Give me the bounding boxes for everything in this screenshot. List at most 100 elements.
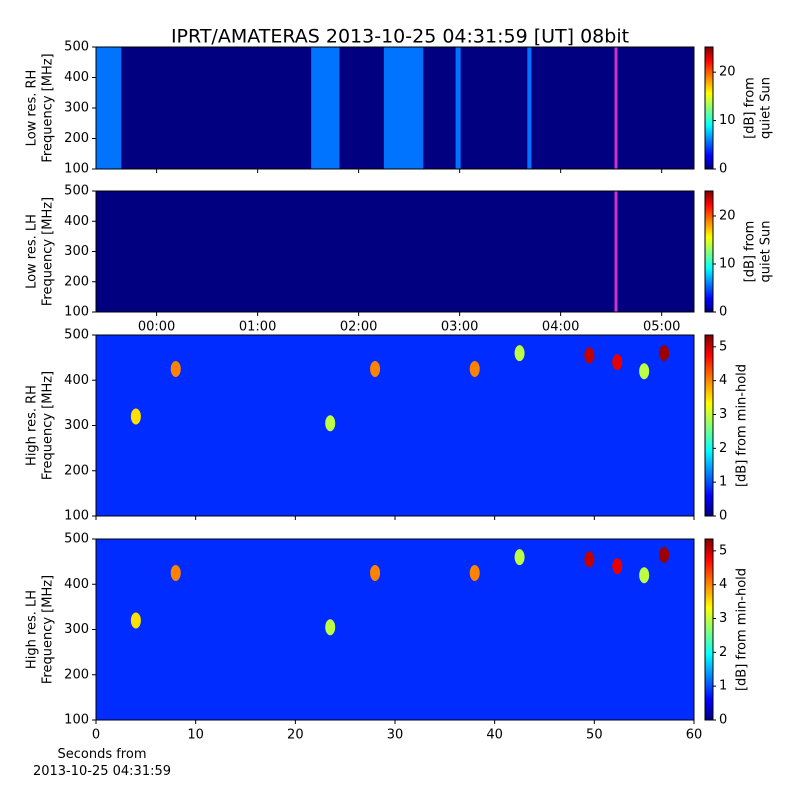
colorbar [704, 46, 714, 170]
colorbar-tick-label: 0 [719, 713, 727, 728]
data-segment [96, 47, 122, 169]
label-line: 2013-10-25 04:31:59 [32, 764, 172, 779]
hot-spot [325, 415, 336, 432]
y-tick-label: 100 [64, 713, 89, 728]
colorbar-label: [dB] from [743, 77, 758, 139]
colorbar-tick-label: 2 [719, 441, 727, 456]
y-axis-label: Frequency [MHz] [41, 197, 56, 306]
colorbar-tick-label: 20 [719, 208, 736, 223]
colorbar-tick-label: 0 [719, 305, 727, 320]
hot-spot [170, 360, 181, 377]
colorbar [704, 190, 714, 313]
y-tick-label: 200 [64, 274, 89, 289]
data-segment [311, 47, 340, 169]
x-tick-label: 05:00 [643, 320, 680, 335]
y-tick-label: 300 [64, 101, 89, 116]
hot-spot [612, 558, 623, 575]
x-axis-label: Seconds from 2013-10-25 04:31:59 [22, 746, 182, 780]
time-window [614, 191, 618, 312]
hot-spot [370, 360, 381, 377]
y-tick-label: 200 [64, 667, 89, 682]
hot-spot [469, 564, 480, 581]
colorbar-tick-label: 0 [719, 162, 727, 177]
x-tick-label: 00:00 [138, 320, 175, 335]
hot-spot [325, 619, 336, 636]
hot-spot [612, 354, 623, 371]
time-window [614, 47, 618, 169]
x-tick-label: 03:00 [441, 320, 478, 335]
hot-spot [514, 549, 525, 566]
x-tick-label: 10 [187, 728, 204, 743]
colorbar-tick-label: 10 [719, 113, 736, 128]
colorbar-tick-label: 0 [719, 509, 727, 524]
hot-spot [170, 564, 181, 581]
y-tick-label: 400 [64, 577, 89, 592]
x-tick-label: 0 [92, 728, 100, 743]
y-axis-label: Frequency [MHz] [41, 53, 56, 162]
x-tick-label: 04:00 [542, 320, 579, 335]
hot-spot [130, 612, 141, 629]
hot-spot [130, 408, 141, 425]
y-tick-label: 500 [64, 532, 89, 547]
x-tick-label: 02:00 [340, 320, 377, 335]
data-segment [383, 47, 424, 169]
hot-spot [469, 360, 480, 377]
hot-spot [659, 546, 670, 563]
colorbar-tick-label: 20 [719, 65, 736, 80]
data-segment [527, 47, 532, 169]
x-tick-label: 01:00 [239, 320, 276, 335]
x-tick-label: 30 [387, 728, 404, 743]
chart-title: IPRT/AMATERAS 2013-10-25 04:31:59 [UT] 0… [171, 26, 629, 48]
x-tick-label: 20 [287, 728, 304, 743]
hot-spot [639, 567, 650, 584]
y-axis-label: High res. RH [25, 385, 40, 466]
x-tick-label: 60 [686, 728, 703, 743]
y-tick-label: 400 [64, 214, 89, 229]
colorbar-label: quiet Sun [759, 220, 774, 282]
colorbar-label: [dB] from [743, 221, 758, 283]
spectrogram-background [96, 335, 694, 516]
colorbar-tick-label: 5 [719, 339, 727, 354]
spectrogram-background [96, 539, 694, 720]
y-tick-label: 100 [64, 509, 89, 524]
colorbar-tick-label: 3 [719, 611, 727, 626]
y-tick-label: 400 [64, 70, 89, 85]
y-axis-label: Low res. LH [25, 214, 40, 289]
x-tick-label: 50 [586, 728, 603, 743]
colorbar-tick-label: 2 [719, 645, 727, 660]
y-axis-label: Frequency [MHz] [41, 575, 56, 684]
y-tick-label: 200 [64, 131, 89, 146]
colorbar-tick-label: 5 [719, 543, 727, 558]
y-tick-label: 500 [64, 40, 89, 55]
y-tick-label: 100 [64, 305, 89, 320]
colorbar-tick-label: 4 [719, 577, 727, 592]
colorbar-tick-label: 4 [719, 373, 727, 388]
colorbar-label: [dB] from min-hold [735, 568, 750, 691]
colorbar-tick-label: 1 [719, 679, 727, 694]
y-axis-label: Low res. RH [25, 70, 40, 147]
y-tick-label: 300 [64, 622, 89, 637]
colorbar-label: quiet Sun [759, 77, 774, 139]
y-tick-label: 200 [64, 463, 89, 478]
label-line: Seconds from [57, 747, 147, 762]
colorbar-tick-label: 1 [719, 475, 727, 490]
y-tick-label: 300 [64, 418, 89, 433]
hot-spot [584, 551, 595, 568]
y-tick-label: 300 [64, 244, 89, 259]
hot-spot [514, 345, 525, 362]
x-tick-label: 40 [486, 728, 503, 743]
y-tick-label: 500 [64, 328, 89, 343]
colorbar-label: [dB] from min-hold [735, 364, 750, 487]
colorbar-tick-label: 10 [719, 256, 736, 271]
y-tick-label: 400 [64, 373, 89, 388]
hot-spot [584, 347, 595, 364]
colorbar [704, 538, 714, 721]
hot-spot [370, 564, 381, 581]
y-axis-label: High res. LH [25, 590, 40, 669]
colorbar [704, 334, 714, 517]
hot-spot [639, 363, 650, 380]
y-axis-label: Frequency [MHz] [41, 371, 56, 480]
data-segment [455, 47, 461, 169]
